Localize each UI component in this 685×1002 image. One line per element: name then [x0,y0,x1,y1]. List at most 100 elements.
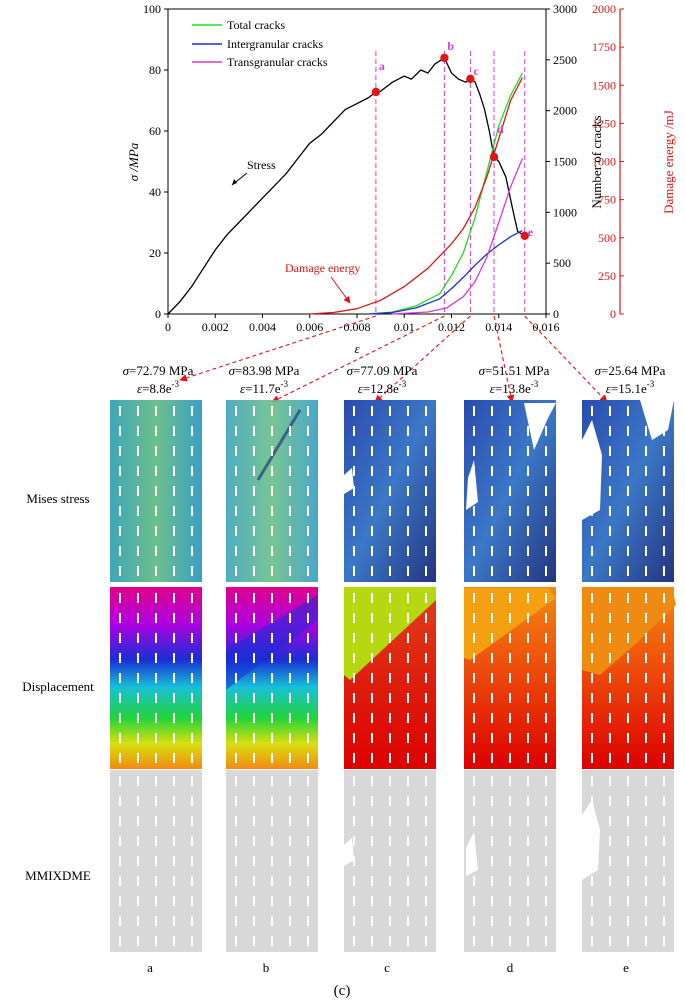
column-label-d: d [507,960,514,975]
x-tick-label: 0.002 [202,320,229,334]
displacement-upper-block-e [582,588,676,675]
series-lines [167,57,526,315]
state-guide-lines [375,51,526,314]
stress-tick-label: 60 [149,124,161,138]
eps-value: 12.8e [370,381,399,396]
svg-text:ε=13.8e-3: ε=13.8e-3 [490,379,539,396]
panel-arrow-c [374,315,471,403]
x-tick-label: 0.004 [249,320,276,334]
svg-text:σ=25.64 MPa: σ=25.64 MPa [595,363,666,378]
sigma-value: 83.98 MPa [242,363,299,378]
row-label-mises: Mises stress [26,491,89,506]
row-label-displacement: Displacement [22,679,94,694]
x-tick-label: 0.008 [344,320,371,334]
cracks-tick-label: 3000 [553,2,577,16]
marker-point-a [371,87,381,97]
stress-annotation-arrowhead [232,179,237,185]
cracks-tick-label: 0 [553,307,559,321]
energy-tick-label: 1500 [592,78,616,92]
state-captions: σ=72.79 MPa ε=8.8e-3 σ=83.98 MPa ε=11.7e… [123,363,666,396]
series-damage-energy [309,77,523,315]
energy-tick-label: 2000 [592,2,616,16]
x-tick-label: 0.012 [438,320,465,334]
panel-arrow-e [524,315,608,403]
cracks-tick-label: 2000 [553,104,577,118]
eps-value: 13.8e [502,381,531,396]
series-total-cracks [368,72,523,315]
x-tick-label: 0.016 [533,320,560,334]
svg-text:σ=51.51 MPa: σ=51.51 MPa [479,363,550,378]
state-caption-e: σ=25.64 MPa ε=15.1e-3 [595,363,666,396]
x-axis-ticks: 0 0.002 0.004 0.006 0.008 0.01 0.012 0.014 0.016 [165,314,560,334]
series-stress [167,57,526,315]
eps-value: 11.7e [252,381,280,396]
marker-point-d [489,152,499,162]
state-markers: a b c d e [371,39,534,240]
marker-point-c [466,74,475,84]
cracks-tick-label: 2500 [553,53,577,67]
x-tick-label: 0.006 [296,320,323,334]
stress-tick-label: 40 [149,185,161,199]
energy-tick-label: 0 [610,307,616,321]
column-label-b: b [263,960,270,975]
cracks-tick-label: 500 [553,256,571,270]
panel-arrow-a [179,315,377,382]
stress-tick-label: 80 [149,63,161,77]
sigma-value: 25.64 MPa [608,363,665,378]
stress-tick-label: 0 [155,307,161,321]
energy-tick-label: 250 [598,269,616,283]
eps-value: 15.1e [618,381,647,396]
sigma-value: 51.51 MPa [492,363,549,378]
cracks-axis-label: Number of cracks [589,115,604,208]
row-label-mmixdme: MMIXDME [25,868,91,883]
energy-tick-label: 1000 [592,155,616,169]
marker-label-a: a [379,59,385,73]
displacement-upper-block-d [464,588,556,660]
panel-dash-pattern [119,406,665,946]
svg-text:σ=72.79 MPa: σ=72.79 MPa [123,363,194,378]
figure-label: (c) [334,983,351,999]
cracks-tick-label: 1000 [553,205,577,219]
energy-tick-label: 750 [598,193,616,207]
state-caption-a: σ=72.79 MPa ε=8.8e-3 [123,363,194,396]
energy-tick-label: 1250 [592,116,616,130]
state-caption-b: σ=83.98 MPa ε=11.7e-3 [229,363,300,396]
x-tick-label: 0.01 [394,320,415,334]
marker-label-b: b [447,39,454,53]
sigma-value: 77.09 MPa [360,363,417,378]
legend: Total cracks Intergranular cracks Transg… [192,18,328,69]
legend-transgranular-label: Transgranular cracks [227,55,328,69]
sigma-value: 72.79 MPa [136,363,193,378]
svg-text:ε=8.8e-3: ε=8.8e-3 [137,379,179,396]
state-to-panel-arrows [179,315,608,403]
energy-tick-label: 500 [598,231,616,245]
legend-intergranular-label: Intergranular cracks [227,37,323,51]
x-tick-label: 0.014 [485,320,512,334]
damage-energy-annotation-arrow [330,276,351,304]
panel-arrow-d [493,315,515,403]
state-caption-d: σ=51.51 MPa ε=13.8e-3 [479,363,550,396]
x-tick-label: 0 [165,320,171,334]
simulation-panels [110,400,676,952]
stress-axis-label: σ /MPa [126,142,141,181]
marker-point-b [440,53,449,63]
mmixdme-spall-c [344,838,354,866]
column-label-a: a [147,960,153,975]
eps-value: 8.8e [149,381,171,396]
mises-spall-e [582,400,674,520]
energy-axis-ticks: 0 250 500 750 1000 1250 1500 1750 2000 [592,2,624,321]
series-intergranular-cracks [368,230,523,315]
svg-text:ε=11.7e-3: ε=11.7e-3 [240,379,289,396]
marker-label-d: d [497,122,504,136]
column-label-e: e [623,960,629,975]
legend-total-label: Total cracks [227,18,285,32]
stress-tick-label: 20 [149,246,161,260]
stress-crack-energy-chart: 0 0.002 0.004 0.006 0.008 0.01 0.012 0.014 0.016… [126,2,676,356]
x-axis-label: ε [354,341,360,356]
energy-axis-label: Damage energy /mJ [661,110,676,214]
column-label-c: c [384,960,390,975]
energy-tick-label: 1750 [592,40,616,54]
svg-text:σ=77.09 MPa: σ=77.09 MPa [347,363,418,378]
cracks-axis-ticks: 0 500 1000 1500 2000 2500 3000 [546,2,577,321]
